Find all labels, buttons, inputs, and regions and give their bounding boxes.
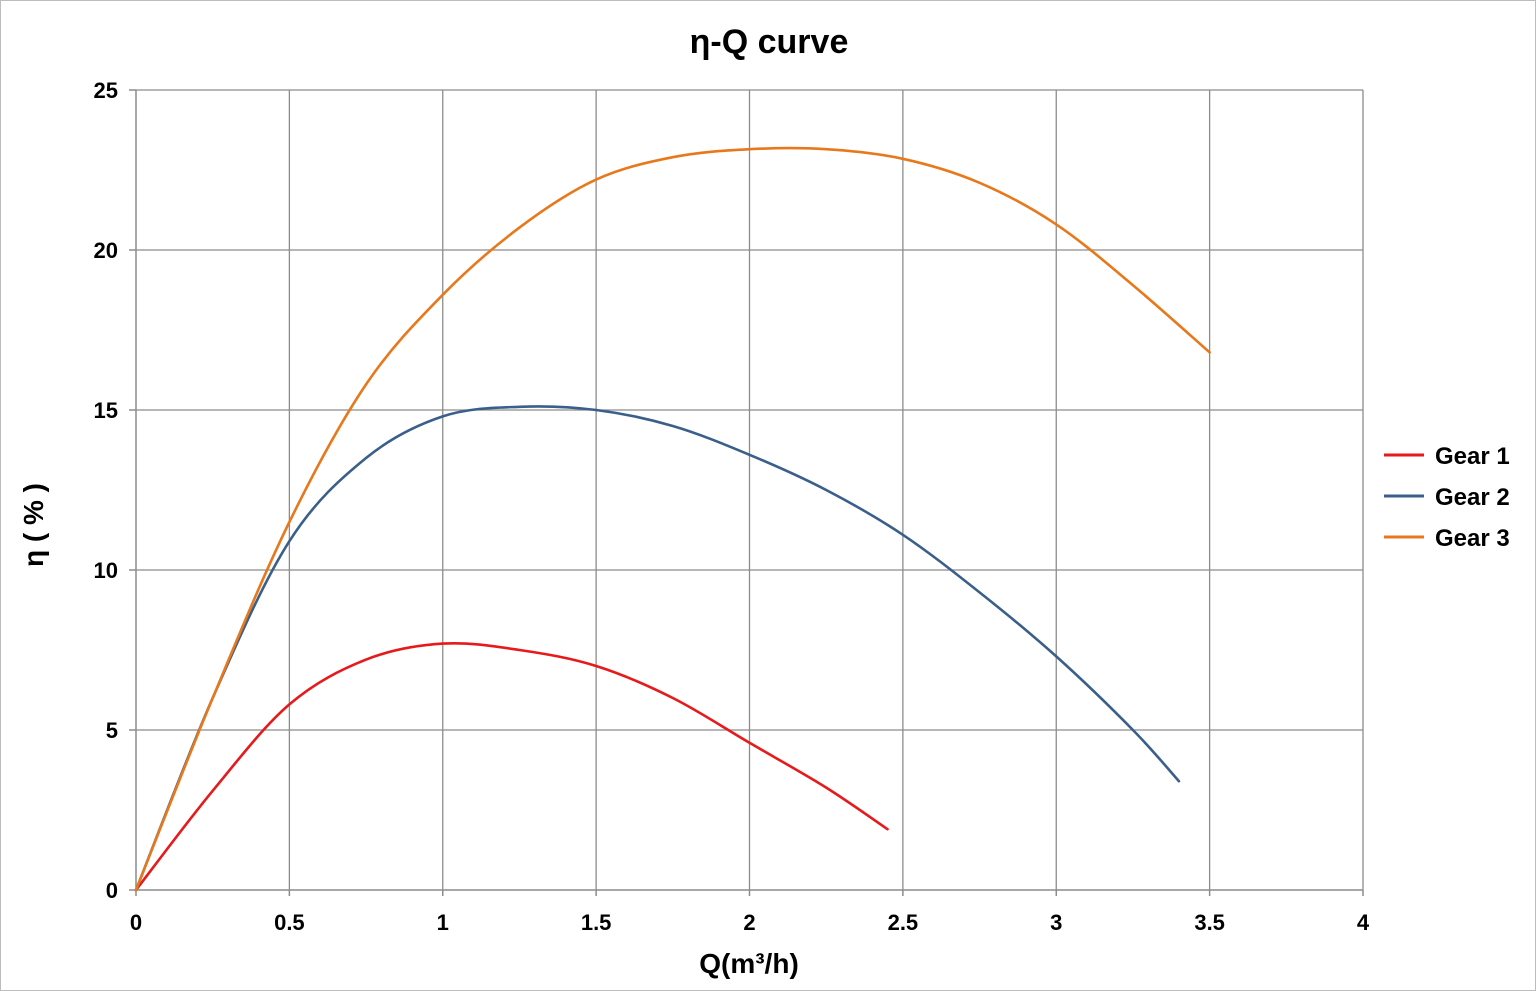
y-tick-label: 10	[94, 558, 118, 583]
x-tick-label: 0.5	[274, 910, 305, 935]
series-line-gear-1	[134, 641, 889, 892]
series-line-gear-2	[134, 405, 1181, 892]
x-tick-label: 4	[1357, 910, 1370, 935]
x-tick-label: 3.5	[1194, 910, 1225, 935]
x-tick-label: 0	[130, 910, 142, 935]
tick-labels: 0 0.5 1 1.5 2 2.5 3 3.5 4 0 5 10 15 20 25	[94, 78, 1370, 935]
y-tick-label: 15	[94, 398, 118, 423]
x-tick-label: 2.5	[888, 910, 919, 935]
legend-label-gear-3: Gear 3	[1435, 525, 1510, 552]
legend: Gear 1 Gear 2 Gear 3	[1384, 443, 1510, 552]
legend-label-gear-2: Gear 2	[1435, 484, 1510, 511]
x-tick-label: 3	[1050, 910, 1062, 935]
x-tick-label: 1.5	[581, 910, 612, 935]
x-tick-label: 2	[743, 910, 755, 935]
legend-label-gear-1: Gear 1	[1435, 443, 1510, 470]
y-tick-label: 20	[94, 238, 118, 263]
series-line-gear-3	[134, 146, 1211, 892]
chart-title: η-Q curve	[690, 23, 849, 61]
x-tick-label: 1	[437, 910, 449, 935]
y-tick-label: 25	[94, 78, 118, 103]
x-axis-title: Q(m³/h)	[699, 948, 799, 979]
y-tick-label: 0	[106, 878, 118, 903]
y-tick-label: 5	[106, 718, 118, 743]
series-layer	[134, 146, 1211, 892]
y-axis-title: η ( % )	[18, 483, 49, 567]
grid	[129, 89, 1364, 896]
